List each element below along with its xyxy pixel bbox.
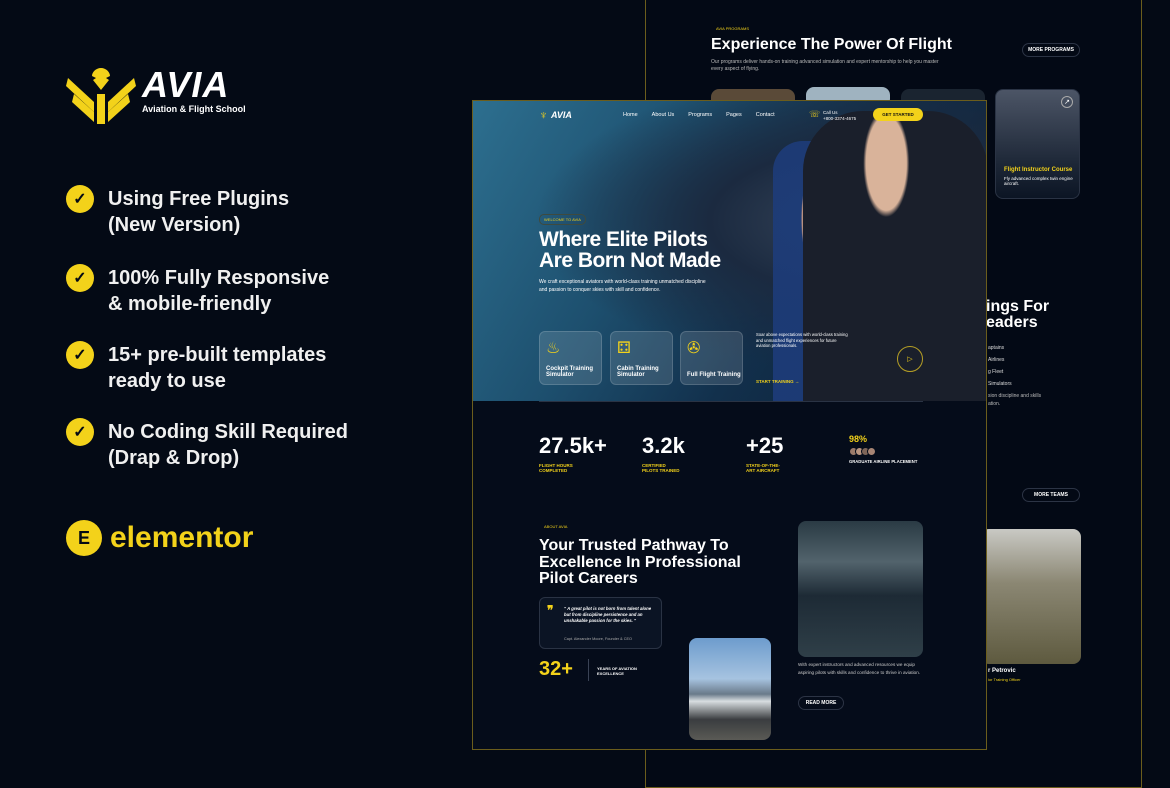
feature-item: ✓ Using Free Plugins (New Version) <box>66 185 388 238</box>
hero-title: Where Elite Pilots Are Born Not Made <box>539 228 721 272</box>
brand-tagline: Aviation & Flight School <box>142 104 246 114</box>
service-card[interactable]: ✇ Full Flight Training <box>680 331 743 385</box>
more-programs-button[interactable]: MORE PROGRAMS <box>1022 43 1080 57</box>
service-card[interactable]: ⚃ Cabin Training Simulator <box>610 331 673 385</box>
eagle-logo-icon <box>66 68 136 124</box>
eagle-logo-icon: ♆ <box>539 108 548 122</box>
feature-item: ✓ 15+ pre-built templates ready to use <box>66 341 388 394</box>
stat-item: 3.2k CERTIFIED PILOTS TRAINED <box>642 433 685 473</box>
program-card[interactable]: ↗ Flight Instructor Course Fly advanced … <box>995 89 1080 199</box>
airplane-photo <box>689 638 771 740</box>
more-teams-button[interactable]: MORE TEAMS <box>1022 488 1080 502</box>
feature-item: ✓ No Coding Skill Required (Drap & Drop) <box>66 418 388 471</box>
nav-contact[interactable]: Contact <box>755 112 775 118</box>
placement-stat: 98% GRADUATE AIRLINE PLACEMENT <box>849 434 918 464</box>
nav-home[interactable]: Home <box>623 112 638 118</box>
get-started-button[interactable]: GET STARTED <box>873 108 923 121</box>
about-title: Your Trusted Pathway To Excellence In Pr… <box>539 537 741 587</box>
check-icon: ✓ <box>66 418 94 446</box>
play-video-button[interactable]: ▷ <box>897 346 923 372</box>
phone-icon: ☏ <box>809 109 821 119</box>
nav-pages[interactable]: Pages <box>726 112 742 118</box>
arrow-up-right-icon[interactable]: ↗ <box>1061 96 1073 108</box>
brand-name: AVIA <box>142 64 230 105</box>
stat-item: 27.5k+ FLIGHT HOURS COMPLETED <box>539 433 607 473</box>
elementor-logo: E elementor <box>66 520 253 556</box>
cockpit-photo <box>798 521 923 657</box>
quote-card: ❞ " A great pilot is not born from talen… <box>539 597 662 649</box>
play-icon: ▷ <box>907 356 913 363</box>
brand-logo: AVIA Aviation & Flight School <box>66 64 246 126</box>
team-member-photo <box>981 529 1081 664</box>
gear-plane-icon: ✇ <box>687 340 701 357</box>
stat-item: +25 STATE-OF-THE-ART AIRCRAFT <box>746 433 784 473</box>
quote-icon: ❞ <box>547 603 554 617</box>
feature-item: ✓ 100% Fully Responsive & mobile-friendly <box>66 264 388 317</box>
welcome-badge: WELCOME TO AVIA <box>539 214 586 225</box>
check-icon: ✓ <box>66 185 94 213</box>
programs-title: Experience The Power Of Flight <box>711 36 952 53</box>
start-training-link[interactable]: START TRAINING → <box>756 379 800 384</box>
check-icon: ✓ <box>66 341 94 369</box>
seats-icon: ⚃ <box>617 340 631 357</box>
nav-logo[interactable]: ♆ AVIA <box>539 108 572 122</box>
service-card[interactable]: ♨ Cockpit Training Simulator <box>539 331 602 385</box>
phone-number[interactable]: +800-3374-4675 <box>823 116 857 121</box>
nav-programs[interactable]: Programs <box>688 112 713 118</box>
check-icon: ✓ <box>66 264 94 292</box>
read-more-button[interactable]: READ MORE <box>798 696 844 710</box>
graduate-avatars <box>849 447 917 456</box>
front-page-preview: ♆ AVIA Home About Us Programs Pages Cont… <box>472 100 987 750</box>
main-nav: Home About Us Programs Pages Contact <box>623 112 789 118</box>
cockpit-icon: ♨ <box>546 340 561 357</box>
elementor-icon: E <box>66 520 102 556</box>
nav-about[interactable]: About Us <box>651 112 675 118</box>
